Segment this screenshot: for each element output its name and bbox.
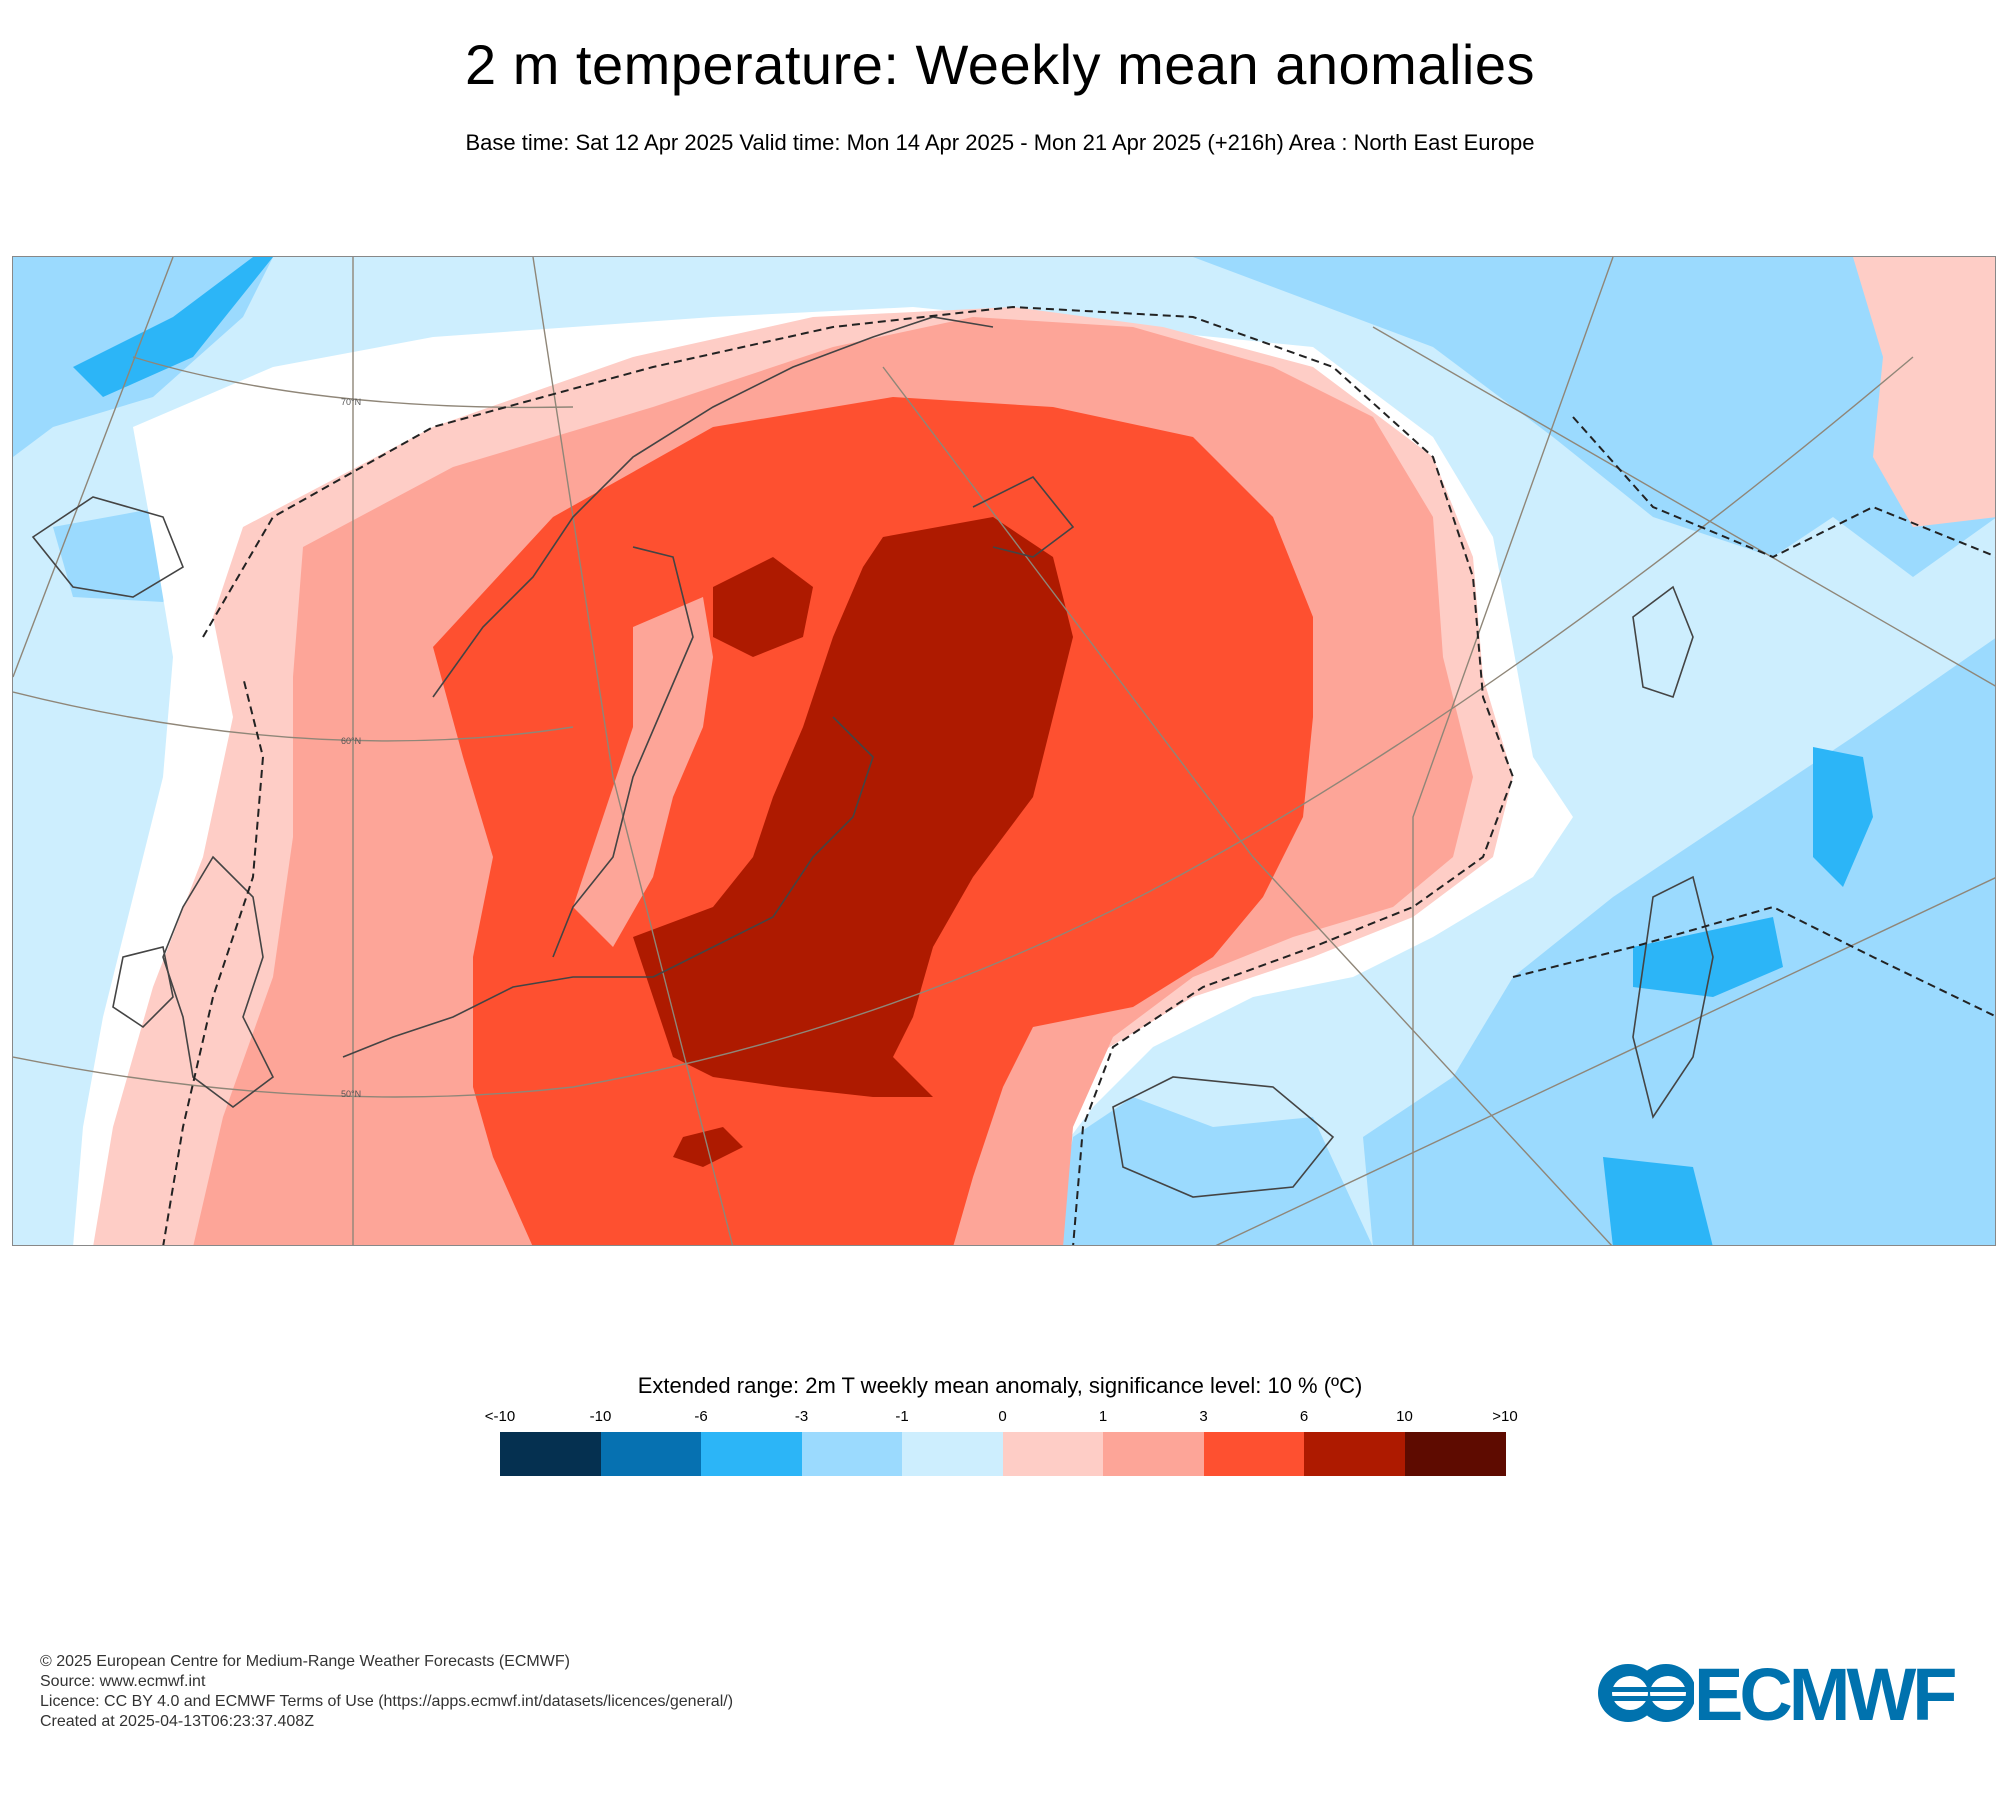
legend-tick-label: <-10: [484, 1408, 516, 1425]
legend-color-box: [1002, 1432, 1104, 1476]
map-title: 2 m temperature: Weekly mean anomalies: [465, 33, 1535, 96]
anomaly-region-cold-southeast: [1053, 1097, 1373, 1245]
anomaly-region-cold-core-1: [1813, 747, 1873, 887]
legend-color-box: [801, 1432, 903, 1476]
legend-color-box: [1103, 1432, 1204, 1476]
graticule-lon-3: [532, 257, 734, 1245]
legend-tick-label: 1: [1098, 1408, 1108, 1425]
graticule-lon-6: [1215, 877, 1995, 1245]
legend-tick-label: 6: [1299, 1408, 1309, 1425]
lat-label-70: 70°N: [341, 397, 361, 407]
ecmwf-logo-text: ECMWF: [1694, 1653, 1957, 1736]
footer-created: Created at 2025-04-13T06:23:37.408Z: [40, 1713, 314, 1730]
anomaly-region-warm-sweden-gulf: [573, 597, 713, 947]
anomaly-region-warm-6-10: [633, 517, 1073, 1097]
legend-tick-label: 10: [1396, 1408, 1413, 1425]
legend-color-box: [1404, 1432, 1506, 1476]
legend-color-box: [1304, 1432, 1405, 1476]
legend-tick-label: >10: [1492, 1408, 1518, 1425]
coastline-white-sea: [972, 475, 1075, 558]
legend-tick-label: -1: [895, 1408, 909, 1425]
significance-contours: [162, 305, 1995, 1245]
anomaly-region-warm-6-10-north: [713, 557, 813, 657]
coastlines: [31, 316, 1714, 1198]
graticule: [13, 257, 1995, 1245]
footer-licence: Licence: CC BY 4.0 and ECMWF Terms of Us…: [40, 1693, 734, 1710]
legend-title: Extended range: 2m T weekly mean anomaly…: [637, 1373, 1363, 1398]
significance-contour-east: [1572, 416, 1995, 559]
legend-tick-label: -10: [589, 1408, 612, 1425]
anomaly-map-canvas: 70°N 60°N 50°N: [13, 257, 1995, 1245]
coastline-sweden: [552, 546, 694, 958]
anomaly-map[interactable]: 70°N 60°N 50°N: [12, 256, 1996, 1246]
legend-color-box: [701, 1432, 802, 1476]
coastline-baltic: [652, 716, 874, 978]
legend-tick-label: -3: [794, 1408, 809, 1425]
coastline-norway: [432, 316, 994, 698]
significance-contour-southeast: [1512, 905, 1995, 1018]
anomaly-region-cold-northeast: [1193, 257, 1995, 577]
graticule-lon-4: [882, 366, 1613, 1245]
footer-source: Source: www.ecmwf.int: [40, 1673, 206, 1690]
footer-copyright: © 2025 European Centre for Medium-Range …: [40, 1653, 570, 1670]
anomaly-region-warm-east-patch: [1853, 257, 1995, 527]
significance-contour-main: [202, 305, 1515, 1245]
graticule-lon-5: [1372, 326, 1995, 687]
lat-label-50: 50°N: [341, 1089, 361, 1099]
coastline-europe-north: [342, 976, 653, 1058]
coastline-caspian: [1632, 875, 1714, 1119]
significance-contour-west: [162, 676, 265, 1245]
ecmwf-logo-icon: [1598, 1660, 1704, 1726]
footer: © 2025 European Centre for Medium-Range …: [40, 1652, 733, 1732]
graticule-lon-7: [1412, 257, 1614, 1245]
coastline-iceland: [31, 496, 184, 598]
coastline-britain: [162, 855, 275, 1108]
legend-color-box: [902, 1432, 1003, 1476]
legend-color-box: [600, 1432, 702, 1476]
legend-tick-label: -6: [694, 1408, 708, 1425]
graticule-lon-1: [13, 257, 174, 678]
legend-tick-label: 3: [1199, 1408, 1208, 1425]
legend-color-box: [500, 1432, 601, 1476]
graticule-lat-50: [13, 356, 1914, 1098]
anomaly-region-cold-core-2: [1633, 917, 1783, 997]
legend-color-box: [1203, 1432, 1305, 1476]
anomaly-region-cold-core-4: [73, 257, 273, 397]
coastline-ireland: [112, 946, 174, 1029]
legend-tick-label: 0: [998, 1408, 1007, 1425]
coastline-black-sea: [1112, 1076, 1335, 1198]
lat-label-60: 60°N: [341, 736, 361, 746]
graticule-lat-60: [13, 691, 574, 742]
coastline-novaya-zemlya: [1632, 585, 1694, 699]
map-subtitle: Base time: Sat 12 Apr 2025 Valid time: M…: [465, 130, 1535, 155]
anomaly-region-cold-core-3: [1603, 1157, 1713, 1245]
